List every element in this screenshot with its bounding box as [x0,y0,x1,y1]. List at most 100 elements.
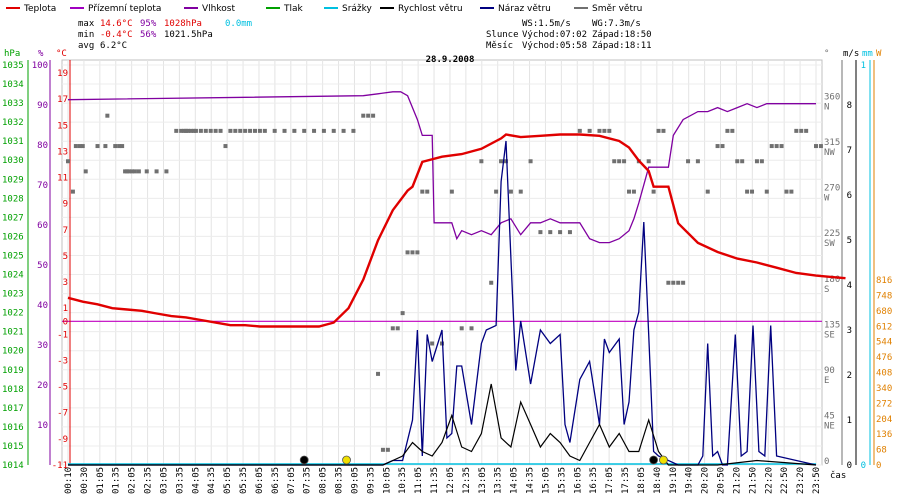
w-tick-label: 272 [876,399,892,409]
dir-tick-label: 135 [824,320,840,330]
dir-tick-label: 315 [824,138,840,148]
legend: Teplota Přízemní teplota Vlhkost Tlak Srážky… [6,4,642,14]
dir-compass-label: SE [824,330,835,340]
marker-sunrise [342,455,351,465]
x-tick-label: 12:35 [462,467,472,494]
ms-tick-label: 2 [847,371,852,381]
dir-tick-label: 360 [824,93,840,103]
hpa-tick-label: 1026 [2,232,24,242]
wind-dir-point [117,144,122,149]
x-tick-label: 13:05 [478,467,488,494]
pct-unit: % [38,49,44,59]
temp-tick-label: -3 [57,356,68,366]
x-tick-label: 14:35 [526,467,536,494]
wind-dir-point [597,128,602,133]
wind-dir-point [189,128,194,133]
temp-tick-label: 19 [57,69,68,79]
min-temp: -0.4°C [100,30,133,40]
wind-dir-point [198,128,203,133]
wind-dir-point [617,159,622,164]
x-tick-label: 16:05 [573,467,583,494]
wind-dir-point [292,128,297,133]
max-pressure: 1028hPa [164,19,202,29]
x-tick-label: 11:05 [414,467,424,494]
hpa-unit: hPa [4,49,20,59]
pct-tick-label: 40 [37,301,48,311]
temp-tick-label: -9 [57,435,68,445]
marker-moonset [649,455,659,465]
x-tick-label: 09:05 [350,467,360,494]
wind-dir-point [164,169,169,174]
hpa-tick-label: 1020 [2,347,24,357]
wind-gust-line [68,140,817,466]
ms-tick-label: 5 [847,236,852,246]
wind-dir-point [351,128,356,133]
legend-label: Přízemní teplota [88,4,161,14]
hpa-tick-label: 1023 [2,290,24,300]
x-tick-label: 00:30 [80,467,90,494]
x-tick-label: 15:35 [557,467,567,494]
temp-tick-label: -1 [57,330,68,340]
mm-tick-label: 0 [861,461,866,471]
moon-set: Západ:18:11 [592,41,652,51]
dir-tick-label: 45 [824,411,835,421]
stats-panel: max 14.6°C 95% 1028hPa 0.0mm min -0.4°C … [78,19,652,51]
legend-label: Vlhkost [202,4,235,14]
x-tick-label: 03:35 [175,467,185,494]
degc-unit: °C [56,49,67,59]
wind-dir-point [262,128,267,133]
wind-dir-point [395,326,400,331]
wind-dir-point [312,128,317,133]
wind-dir-point [425,189,430,194]
x-tick-label: 08:05 [319,467,329,494]
wind-dir-point [715,144,720,149]
wind-dir-point [612,159,617,164]
wind-dir-point [735,159,740,164]
wind-dir-point [686,159,691,164]
dir-compass-label: E [824,376,829,386]
x-tick-label: 06:05 [255,467,265,494]
x-tick-label: 21:20 [732,467,742,494]
wind-dir-point [602,128,607,133]
x-tick-label: 15:05 [541,467,551,494]
wind-dir-point [503,159,508,164]
wind-dir-point [548,230,553,235]
dir-compass-label: N [824,103,829,113]
wind-dir-point [745,189,750,194]
wind-dir-point [750,189,755,194]
wind-dir-point [607,128,612,133]
x-tick-label: 14:05 [510,467,520,494]
x-tick-label: 05:05 [223,467,233,494]
dir-tick-label: 0 [824,457,829,467]
hpa-tick-label: 1017 [2,404,24,414]
wind-dir-point [656,128,661,133]
wind-dir-point [203,128,208,133]
ms-tick-label: 6 [847,191,852,201]
wind-dir-point [740,159,745,164]
wind-dir-point [661,128,666,133]
pct-tick-label: 80 [37,141,48,151]
wind-dir-point [83,169,88,174]
wind-dir-point [127,169,132,174]
pct-tick-label: 30 [37,341,48,351]
wind-dir-point [80,144,85,149]
wind-dir-point [415,250,420,255]
legend-label: Srážky [342,4,373,14]
wind-dir-point [705,189,710,194]
grid [61,59,823,466]
wind-dir-point [136,169,141,174]
wind-dir-point [558,230,563,235]
wind-dir-point [695,159,700,164]
x-tick-label: 16:35 [589,467,599,494]
wind-dir-point [248,128,253,133]
wind-dir-point [223,144,228,149]
x-tick-label: 19:10 [669,467,679,494]
w-tick-label: 68 [876,446,887,456]
wind-dir-point [366,113,371,118]
temp-tick-label: 15 [57,121,68,131]
wind-dir-point [528,159,533,164]
temp-tick-label: 13 [57,147,68,157]
plot-area [66,91,846,466]
x-tick-label: 05:35 [239,467,249,494]
